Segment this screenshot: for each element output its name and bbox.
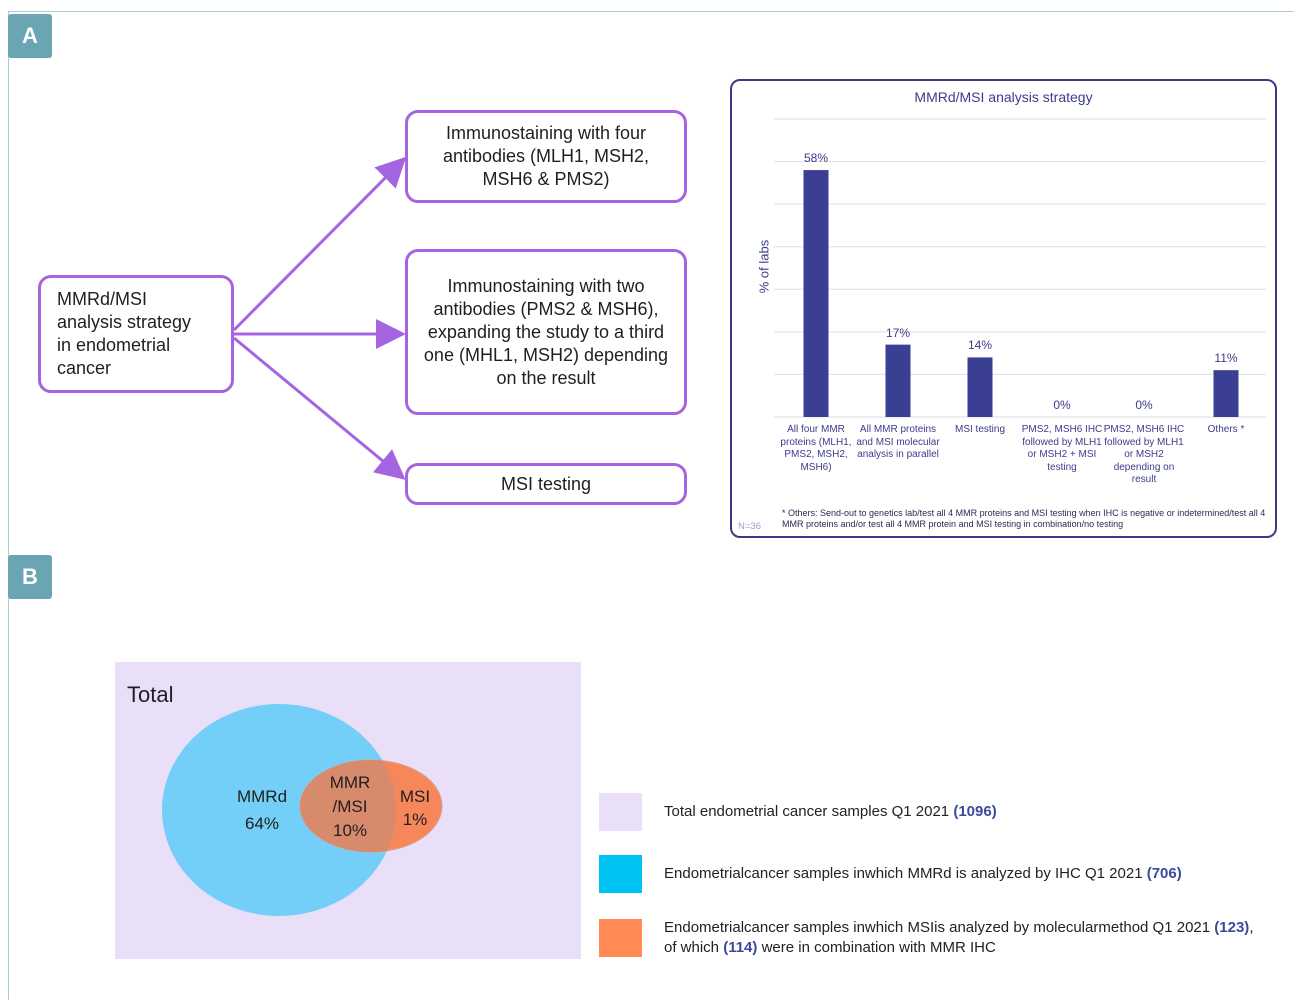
chart-value-label: 17% xyxy=(885,325,911,340)
root-strategy-box: MMRd/MSI analysis strategy in endometria… xyxy=(38,275,234,393)
option-four-antibodies-box: Immunostaining with four antibodies (MLH… xyxy=(405,110,687,203)
chart-value-label: 0% xyxy=(1053,398,1071,412)
option-msi-testing-box: MSI testing xyxy=(405,463,687,505)
chart-bar xyxy=(1213,370,1239,417)
legend-text-mmrd: Endometrialcancer samples inwhich MMRd i… xyxy=(664,865,1182,882)
arrow-to-option-3 xyxy=(233,336,406,480)
chart-category-label: All four MMR proteins (MLH1, PMS2, MSH2,… xyxy=(780,424,852,473)
chart-title: MMRd/MSI analysis strategy xyxy=(914,89,1093,105)
chart-plot xyxy=(774,118,1266,418)
arrow-to-option-1 xyxy=(232,156,407,332)
mmrd-label: MMRd xyxy=(236,787,288,806)
option-msi-testing-text: MSI testing xyxy=(500,473,592,494)
option-two-antibodies-text: Immunostaining with two antibodies (PMS2… xyxy=(423,275,669,388)
chart-value-label: 58% xyxy=(803,151,829,166)
chart-footnote: * Others: Send-out to genetics lab/test … xyxy=(782,508,1266,529)
mmrd-circle xyxy=(162,704,396,916)
panel-a-label: A xyxy=(8,14,52,58)
legend-swatch-mmrd xyxy=(599,855,642,893)
flow-arrows xyxy=(232,156,407,480)
legend-swatch-msi xyxy=(599,919,642,957)
panel-frame-top xyxy=(8,11,1294,12)
legend-text-total: Total endometrial cancer samples Q1 2021… xyxy=(664,803,997,820)
chart-category-label: PMS2, MSH6 IHC followed by MLH1 or MSH2 … xyxy=(1021,424,1103,473)
chart-y-axis-label: % of labs xyxy=(756,239,772,294)
legend-item-msi: Endometrialcancer samples inwhich MSIis … xyxy=(599,918,1254,958)
overlap-label-line-1: MMR xyxy=(329,773,371,792)
chart-bar xyxy=(803,170,829,417)
legend-item-total: Total endometrial cancer samples Q1 2021… xyxy=(599,793,997,831)
total-label: Total xyxy=(127,682,174,707)
legend-swatch-total xyxy=(599,793,642,831)
chart-value-label: 14% xyxy=(967,338,993,353)
chart-value-label: 11% xyxy=(1214,351,1238,366)
strategy-chart: MMRd/MSI analysis strategy % of labs All… xyxy=(730,79,1277,538)
chart-n-label: N=36 xyxy=(738,521,761,532)
msi-label: MSI xyxy=(399,787,431,806)
chart-category-label: Others * xyxy=(1207,424,1245,435)
msi-value: 1% xyxy=(402,810,428,829)
chart-category-label: MSI testing xyxy=(954,424,1006,435)
overlap-region xyxy=(300,760,396,852)
overlap-label-line-2: /MSI xyxy=(332,797,368,816)
chart-bar xyxy=(885,344,911,417)
panel-b-label: B xyxy=(8,555,52,599)
venn-diagram xyxy=(162,704,443,916)
option-four-antibodies-text: Immunostaining with four antibodies (MLH… xyxy=(442,123,650,189)
mmrd-value: 64% xyxy=(244,814,280,833)
overlap-value: 10% xyxy=(332,821,368,840)
root-strategy-text: MMRd/MSI analysis strategy in endometria… xyxy=(57,289,192,378)
option-two-antibodies-box: Immunostaining with two antibodies (PMS2… xyxy=(405,249,687,415)
chart-category-label: PMS2, MSH6 IHC followed by MLH1 or MSH2 … xyxy=(1103,424,1185,485)
chart-bar xyxy=(967,357,993,417)
chart-value-label: 0% xyxy=(1135,398,1153,412)
chart-category-label: All MMR proteins and MSI molecular analy… xyxy=(856,424,940,460)
panel-frame-left xyxy=(8,11,9,1000)
legend-item-mmrd: Endometrialcancer samples inwhich MMRd i… xyxy=(599,855,1182,893)
legend-text-msi: Endometrialcancer samples inwhich MSIis … xyxy=(664,919,1254,956)
